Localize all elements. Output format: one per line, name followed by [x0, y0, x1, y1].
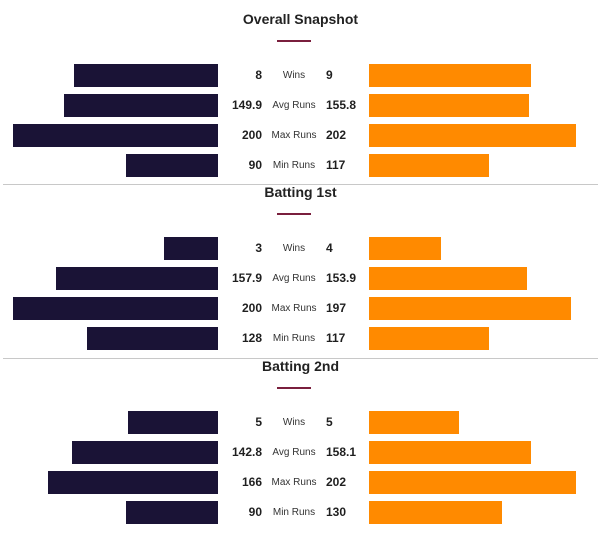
metric-label: Avg Runs: [272, 447, 316, 458]
left-value-label: 3: [255, 241, 262, 255]
left-bar: [128, 411, 218, 434]
metric-label: Min Runs: [272, 333, 316, 344]
metric-label: Avg Runs: [272, 273, 316, 284]
left-value-label: 128: [241, 331, 262, 345]
left-bar: [72, 441, 218, 464]
left-value-label: 200: [241, 128, 262, 142]
right-bar: [369, 441, 531, 464]
left-value-label: 166: [241, 475, 262, 489]
right-bar: [369, 64, 531, 87]
metric-label: Wins: [282, 417, 306, 428]
stat-row: 166 Max Runs 202: [0, 471, 601, 494]
right-bar: [369, 297, 571, 320]
right-value-label: 130: [326, 505, 347, 519]
stat-row: 3 Wins 4: [0, 237, 601, 260]
left-bar: [87, 327, 218, 350]
left-value-label: 157.9: [231, 271, 262, 285]
stat-row: 90 Min Runs 130: [0, 501, 601, 524]
left-bar: [164, 237, 218, 260]
metric-label: Max Runs: [271, 477, 317, 488]
right-bar: [369, 154, 489, 177]
left-bar: [74, 64, 218, 87]
left-bar: [64, 94, 218, 117]
right-bar: [369, 94, 529, 117]
left-bar: [48, 471, 218, 494]
metric-label: Max Runs: [271, 303, 317, 314]
section-title: Overall Snapshot: [242, 11, 359, 27]
right-value-label: 153.9: [326, 271, 357, 285]
right-value-label: 197: [326, 301, 347, 315]
right-value-label: 202: [326, 128, 347, 142]
right-bar: [369, 237, 441, 260]
metric-label: Max Runs: [271, 130, 317, 141]
section-title: Batting 2nd: [262, 358, 339, 374]
right-value-label: 117: [326, 158, 346, 172]
right-value-label: 117: [326, 331, 346, 345]
metric-label: Avg Runs: [272, 100, 316, 111]
left-value-label: 5: [255, 415, 262, 429]
stat-row: 142.8 Avg Runs 158.1: [0, 441, 601, 464]
right-bar: [369, 124, 576, 147]
stat-row: 200 Max Runs 202: [0, 124, 601, 147]
section-divider: [3, 358, 598, 359]
right-value-label: 158.1: [326, 445, 357, 459]
stat-row: 200 Max Runs 197: [0, 297, 601, 320]
right-value-label: 155.8: [326, 98, 357, 112]
stat-row: 90 Min Runs 117: [0, 154, 601, 177]
title-underline: [277, 213, 311, 215]
right-value-label: 202: [326, 475, 347, 489]
left-bar: [13, 124, 218, 147]
right-value-label: 4: [326, 241, 333, 255]
right-bar: [369, 471, 576, 494]
right-value-label: 9: [326, 68, 333, 82]
section-divider: [3, 184, 598, 185]
title-underline: [277, 387, 311, 389]
left-bar: [13, 297, 218, 320]
left-bar: [56, 267, 218, 290]
right-bar: [369, 267, 527, 290]
title-underline: [277, 40, 311, 42]
left-value-label: 8: [255, 68, 262, 82]
left-value-label: 142.8: [231, 445, 262, 459]
left-value-label: 90: [248, 505, 262, 519]
stat-row: 128 Min Runs 117: [0, 327, 601, 350]
left-value-label: 149.9: [231, 98, 262, 112]
right-bar: [369, 327, 489, 350]
right-value-label: 5: [326, 415, 333, 429]
stat-row: 8 Wins 9: [0, 64, 601, 87]
stat-row: 157.9 Avg Runs 153.9: [0, 267, 601, 290]
stat-row: 5 Wins 5: [0, 411, 601, 434]
right-bar: [369, 411, 459, 434]
metric-label: Min Runs: [272, 160, 316, 171]
metric-label: Wins: [282, 70, 306, 81]
left-bar: [126, 501, 218, 524]
section-title: Batting 1st: [264, 184, 337, 200]
metric-label: Min Runs: [272, 507, 316, 518]
metric-label: Wins: [282, 243, 306, 254]
left-value-label: 90: [248, 158, 262, 172]
right-bar: [369, 501, 502, 524]
stat-row: 149.9 Avg Runs 155.8: [0, 94, 601, 117]
left-value-label: 200: [241, 301, 262, 315]
left-bar: [126, 154, 218, 177]
